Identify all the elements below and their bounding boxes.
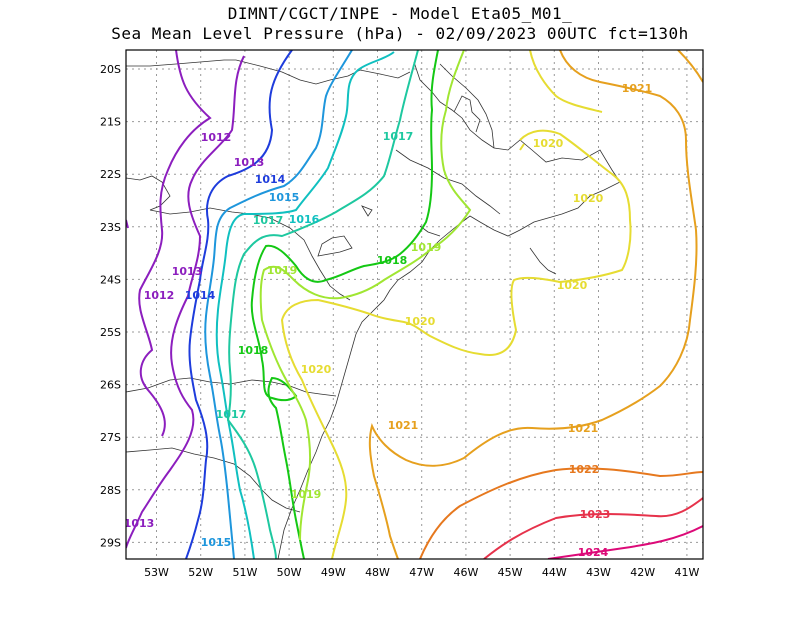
- isobar-label: 1023: [580, 508, 611, 521]
- coastline: [277, 61, 621, 559]
- isobar-label: 1012: [201, 131, 232, 144]
- longitude-tick-label: 41W: [674, 566, 699, 579]
- latitude-labels: 20S 21S 22S 23S 24S 25S 26S 27S 28S 29S: [100, 63, 121, 549]
- isobar-label: 1017: [383, 130, 414, 143]
- isobar-1013: [126, 55, 245, 549]
- isobar-label: 1021: [388, 419, 419, 432]
- latitude-tick-label: 24S: [100, 273, 121, 286]
- isobar-labels: 1012 1013 1014 1015 1016 1017 1017 1018 …: [124, 82, 653, 559]
- latitude-tick-label: 22S: [100, 168, 121, 181]
- border-pr-sp: [149, 207, 351, 301]
- border-sc-rs: [126, 447, 301, 513]
- isobar-1020a: [280, 129, 632, 559]
- longitude-tick-label: 52W: [188, 566, 213, 579]
- isobar-1014: [185, 50, 293, 559]
- latitude-tick-label: 26S: [100, 379, 121, 392]
- latitude-tick-label: 28S: [100, 484, 121, 497]
- lagoon: [317, 235, 353, 257]
- isobar-label: 1014: [185, 289, 216, 302]
- isobar-1018: [250, 50, 439, 559]
- isobars: [126, 50, 703, 559]
- longitude-tick-label: 47W: [409, 566, 434, 579]
- isobar-label: 1019: [267, 264, 298, 277]
- longitude-tick-label: 53W: [144, 566, 169, 579]
- border-mg-rj: [395, 149, 501, 215]
- isobar-1020c: [519, 143, 525, 151]
- isobar-label: 1013: [124, 517, 155, 530]
- isobar-1020b: [529, 50, 603, 113]
- isobar-label: 1013: [234, 156, 265, 169]
- isobar-label: 1018: [238, 344, 269, 357]
- isobar-label: 1020: [557, 279, 588, 292]
- isobar-label: 1022: [569, 463, 600, 476]
- isobar-1022: [419, 467, 703, 559]
- isobar-label: 1021: [622, 82, 653, 95]
- longitude-tick-label: 51W: [232, 566, 257, 579]
- border-mg-go: [126, 59, 236, 67]
- coast-detail-rj: [529, 247, 557, 275]
- longitude-labels: 53W 52W 51W 50W 49W 48W 47W 46W 45W 44W 43W 42W 41W: [144, 566, 699, 579]
- isobar-label: 1016: [289, 213, 320, 226]
- latitude-tick-label: 21S: [100, 116, 121, 129]
- isobar-label: 1015: [269, 191, 300, 204]
- isobar-label: 1018: [377, 254, 408, 267]
- latitude-tick-label: 29S: [100, 536, 121, 549]
- isobar-label: 1015: [201, 536, 232, 549]
- isobar-1015: [204, 50, 353, 559]
- longitude-tick-label: 45W: [498, 566, 523, 579]
- border-pr-sc: [126, 377, 337, 397]
- river-detail: [453, 95, 481, 133]
- isobar-label: 1019: [411, 241, 442, 254]
- isobar-1017: [226, 50, 419, 559]
- isobar-label: 1014: [255, 173, 286, 186]
- isobar-1012a: [138, 50, 212, 437]
- isobar-label: 1019: [291, 488, 322, 501]
- longitude-tick-label: 48W: [365, 566, 390, 579]
- longitude-tick-label: 43W: [586, 566, 611, 579]
- isobar-1016: [215, 51, 395, 559]
- latitude-tick-label: 27S: [100, 431, 121, 444]
- isobar-1024: [547, 525, 703, 559]
- isobar-label: 1020: [533, 137, 564, 150]
- isobar-1023: [483, 497, 703, 559]
- isobar-label: 1020: [301, 363, 332, 376]
- map-title-line1: DIMNT/CGCT/INPE - Model Eta05_M01_: [227, 4, 573, 23]
- isobar-1021: [368, 50, 698, 559]
- isobar-label: 1012: [144, 289, 175, 302]
- island: [361, 205, 373, 217]
- isobar-label: 1020: [405, 315, 436, 328]
- isobar-label: 1017: [253, 214, 284, 227]
- isobar-1019: [259, 50, 472, 541]
- latitude-tick-label: 20S: [100, 63, 121, 76]
- longitude-tick-label: 46W: [453, 566, 478, 579]
- coastline-and-borders: [126, 59, 621, 559]
- isobar-1021b: [677, 50, 703, 83]
- latitude-tick-label: 23S: [100, 221, 121, 234]
- longitude-tick-label: 44W: [542, 566, 567, 579]
- latitude-tick-label: 25S: [100, 326, 121, 339]
- longitude-tick-label: 50W: [277, 566, 302, 579]
- isobar-label: 1021: [568, 422, 599, 435]
- isobar-label: 1020: [573, 192, 604, 205]
- border-sp-mg: [235, 59, 411, 85]
- map-title-line2: Sea Mean Level Pressure (hPa) - 02/09/20…: [111, 24, 689, 43]
- isobar-label: 1013: [172, 265, 203, 278]
- isobar-label: 1017: [216, 408, 247, 421]
- isobar-label: 1024: [578, 546, 609, 559]
- border-es-mg: [439, 63, 495, 149]
- longitude-tick-label: 42W: [630, 566, 655, 579]
- longitude-tick-label: 49W: [321, 566, 346, 579]
- map-frame: [125, 49, 704, 560]
- graticule: [126, 50, 703, 559]
